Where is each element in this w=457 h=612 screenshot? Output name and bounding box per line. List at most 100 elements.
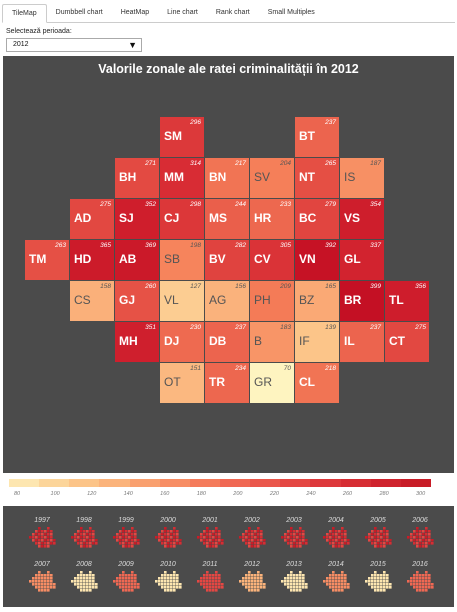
tile-vl[interactable]: VL 127 [160,281,204,321]
tile-mm[interactable]: MM 314 [160,158,204,198]
mini-tile [413,530,416,533]
tile-sv[interactable]: SV 204 [250,158,294,198]
period-select[interactable]: 2012 ▼ [6,38,142,52]
mini-tile [218,542,221,545]
tile-tr[interactable]: TR 234 [205,363,249,403]
mini-tile [374,533,377,536]
tile-db[interactable]: DB 237 [205,322,249,362]
tile-cj[interactable]: CJ 298 [160,199,204,239]
small-multiple-2003[interactable]: 2003 [277,516,311,548]
mini-tile [248,545,251,548]
tab-line-chart[interactable]: Line chart [167,9,198,16]
tile-ct[interactable]: CT 275 [385,322,429,362]
tile-mh[interactable]: MH 351 [115,322,159,362]
mini-tile [134,542,137,545]
small-multiple-2015[interactable]: 2015 [361,560,395,592]
small-multiple-2006[interactable]: 2006 [403,516,437,548]
tile-ms[interactable]: MS 244 [205,199,249,239]
small-multiple-2011[interactable]: 2011 [193,560,227,592]
tile-ad[interactable]: AD 275 [70,199,114,239]
tile-gr[interactable]: GR 70 [250,363,294,403]
small-multiple-1999[interactable]: 1999 [109,516,143,548]
mini-tilemap [365,571,392,592]
mini-tile [167,586,170,589]
mini-tilemap [197,571,224,592]
tile-br[interactable]: BR 399 [340,281,384,321]
tile-bh[interactable]: BH 271 [115,158,159,198]
small-multiple-2008[interactable]: 2008 [67,560,101,592]
small-multiple-2001[interactable]: 2001 [193,516,227,548]
tab-dumbbell-chart[interactable]: Dumbbell chart [55,9,103,16]
tile-tl[interactable]: TL 356 [385,281,429,321]
mini-tile [131,580,134,583]
mini-tile [119,580,122,583]
tile-vs[interactable]: VS 354 [340,199,384,239]
tile-ot[interactable]: OT 151 [160,363,204,403]
tile-cv[interactable]: CV 305 [250,240,294,280]
tile-sj[interactable]: SJ 352 [115,199,159,239]
mini-tile [371,583,374,586]
small-multiple-2009[interactable]: 2009 [109,560,143,592]
tab-tilemap[interactable]: TileMap [2,4,47,23]
small-multiple-1998[interactable]: 1998 [67,516,101,548]
tile-nt[interactable]: NT 265 [295,158,339,198]
small-multiple-2005[interactable]: 2005 [361,516,395,548]
tab-small-multiples[interactable]: Small Multiples [267,9,315,16]
tab-heatmap[interactable]: HeatMap [120,9,150,16]
mini-tile [119,577,122,580]
mini-tile [41,533,44,536]
small-multiple-2000[interactable]: 2000 [151,516,185,548]
tile-gj[interactable]: GJ 260 [115,281,159,321]
tile-il[interactable]: IL 237 [340,322,384,362]
tile-bn[interactable]: BN 217 [205,158,249,198]
small-multiple-2012[interactable]: 2012 [235,560,269,592]
tile-bv[interactable]: BV 282 [205,240,249,280]
mini-tile [248,577,251,580]
mini-tile [80,536,83,539]
mini-tile [248,530,251,533]
tile-ph[interactable]: PH 209 [250,281,294,321]
mini-tile [44,583,47,586]
tab-rank-chart[interactable]: Rank chart [215,9,250,16]
small-multiple-2014[interactable]: 2014 [319,560,353,592]
small-multiple-2007[interactable]: 2007 [25,560,59,592]
mini-tile [209,583,212,586]
small-multiple-2013[interactable]: 2013 [277,560,311,592]
tile-bc[interactable]: BC 279 [295,199,339,239]
small-multiple-2010[interactable]: 2010 [151,560,185,592]
tile-hr[interactable]: HR 233 [250,199,294,239]
mini-tile [221,586,224,589]
tile-gl[interactable]: GL 337 [340,240,384,280]
mini-tile [386,542,389,545]
small-multiple-1997[interactable]: 1997 [25,516,59,548]
tile-sb[interactable]: SB 198 [160,240,204,280]
mini-tile [257,577,260,580]
mini-tilemap [71,527,98,548]
tile-cl[interactable]: CL 218 [295,363,339,403]
tile-bt[interactable]: BT 237 [295,117,339,157]
mini-tile [92,533,95,536]
tile-vn[interactable]: VN 392 [295,240,339,280]
tile-ag[interactable]: AG 156 [205,281,249,321]
tile-cs[interactable]: CS 158 [70,281,114,321]
mini-tilemap [239,527,266,548]
tile-hd[interactable]: HD 365 [70,240,114,280]
mini-tile [302,574,305,577]
tile-if[interactable]: IF 139 [295,322,339,362]
tile-tm[interactable]: TM 263 [25,240,69,280]
tile-dj[interactable]: DJ 230 [160,322,204,362]
tile-value: 352 [145,201,156,208]
mini-tile [209,545,212,548]
mini-tile [428,542,431,545]
tile-sm[interactable]: SM 296 [160,117,204,157]
tile-ab[interactable]: AB 369 [115,240,159,280]
color-legend-ticks: 80 100 120 140 160 180 200 220 240 260 280 300 [9,491,431,499]
small-multiple-2002[interactable]: 2002 [235,516,269,548]
small-multiple-2016[interactable]: 2016 [403,560,437,592]
mini-tile [296,536,299,539]
tile-bz[interactable]: BZ 165 [295,281,339,321]
legend-swatch [159,479,190,487]
tile-is[interactable]: IS 187 [340,158,384,198]
small-multiple-2004[interactable]: 2004 [319,516,353,548]
tile-b[interactable]: B 183 [250,322,294,362]
